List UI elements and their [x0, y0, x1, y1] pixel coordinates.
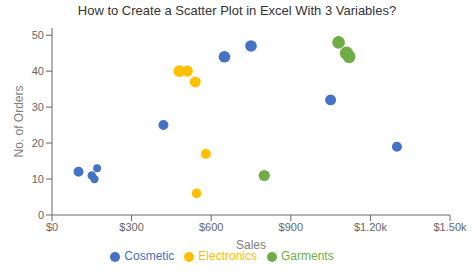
svg-text:0: 0 [38, 209, 44, 221]
svg-text:20: 20 [32, 137, 44, 149]
svg-text:10: 10 [32, 173, 44, 185]
html-text:Garments: Garments [281, 249, 334, 263]
html-text:How to Create a Scatter Plot i: How to Create a Scatter Plot in Excel Wi… [77, 3, 397, 18]
svg-text:50: 50 [32, 29, 44, 41]
svg-text:$1.20k: $1.20k [354, 221, 388, 233]
html-text:Cosmetic: Cosmetic [124, 249, 175, 263]
svg-text:$300: $300 [119, 221, 143, 233]
svg-text:30: 30 [32, 101, 44, 113]
svg-text:Sales: Sales [236, 238, 266, 252]
svg-text:No. of Orders: No. of Orders [12, 85, 26, 157]
svg-text:$600: $600 [199, 221, 223, 233]
svg-text:40: 40 [32, 65, 44, 77]
svg-text:$900: $900 [279, 221, 303, 233]
svg-text:$1.50k: $1.50k [433, 221, 466, 233]
svg-text:$0: $0 [46, 221, 58, 233]
html-text:Electronics: Electronics [198, 249, 257, 263]
